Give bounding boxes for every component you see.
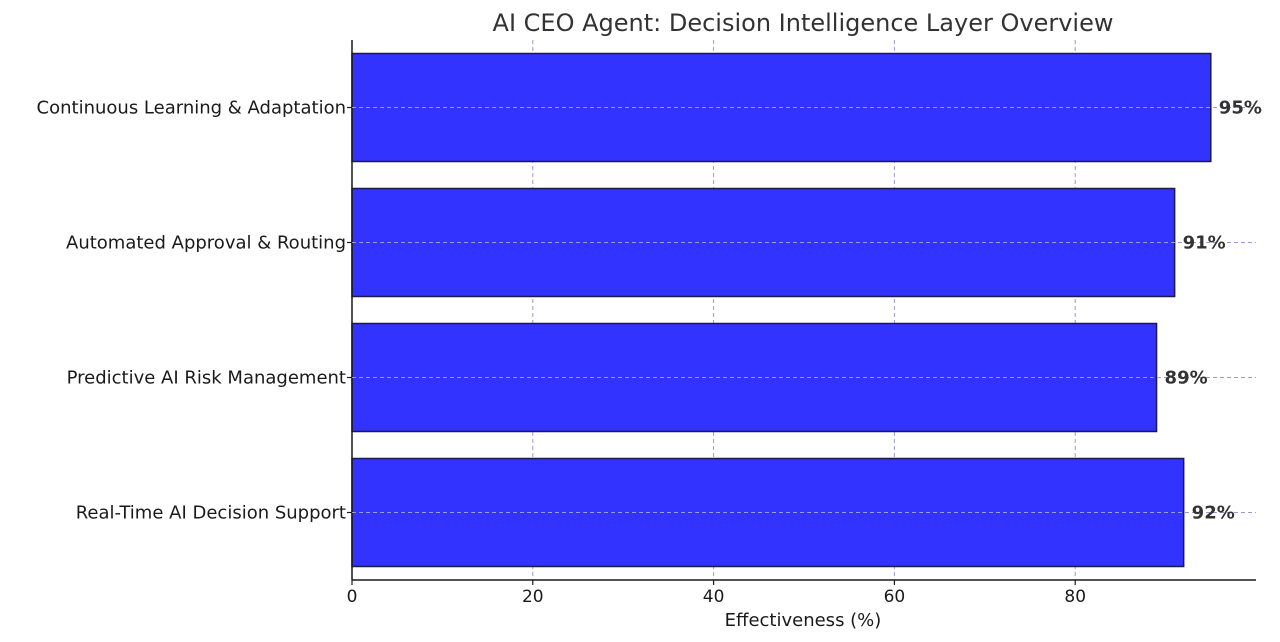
category-labels: Real-Time AI Decision Support Predictive … [37,98,346,524]
bars [351,52,1212,568]
x-tick-label-20: 20 [522,587,544,607]
value-label-3: 95% [1219,98,1262,119]
x-tick-label-60: 60 [884,587,906,607]
x-tick-label-0: 0 [347,587,358,607]
tick-labels: 0 20 40 60 80 [347,106,1086,607]
value-label-1: 89% [1165,368,1208,389]
x-axis-label: Effectiveness (%) [725,610,882,631]
axes [351,40,1256,581]
bar-2 [351,187,1176,298]
value-label-2: 91% [1183,233,1226,254]
category-label-0: Real-Time AI Decision Support [76,503,346,524]
category-label-1: Predictive AI Risk Management [67,368,346,389]
category-label-2: Automated Approval & Routing [66,233,346,254]
x-tick-label-80: 80 [1064,587,1086,607]
category-label-3: Continuous Learning & Adaptation [37,98,346,119]
value-label-0: 92% [1192,503,1235,524]
value-labels: 92% 89% 91% 95% [1165,98,1262,524]
x-tick-label-40: 40 [703,587,725,607]
chart-title: AI CEO Agent: Decision Intelligence Laye… [493,9,1114,37]
